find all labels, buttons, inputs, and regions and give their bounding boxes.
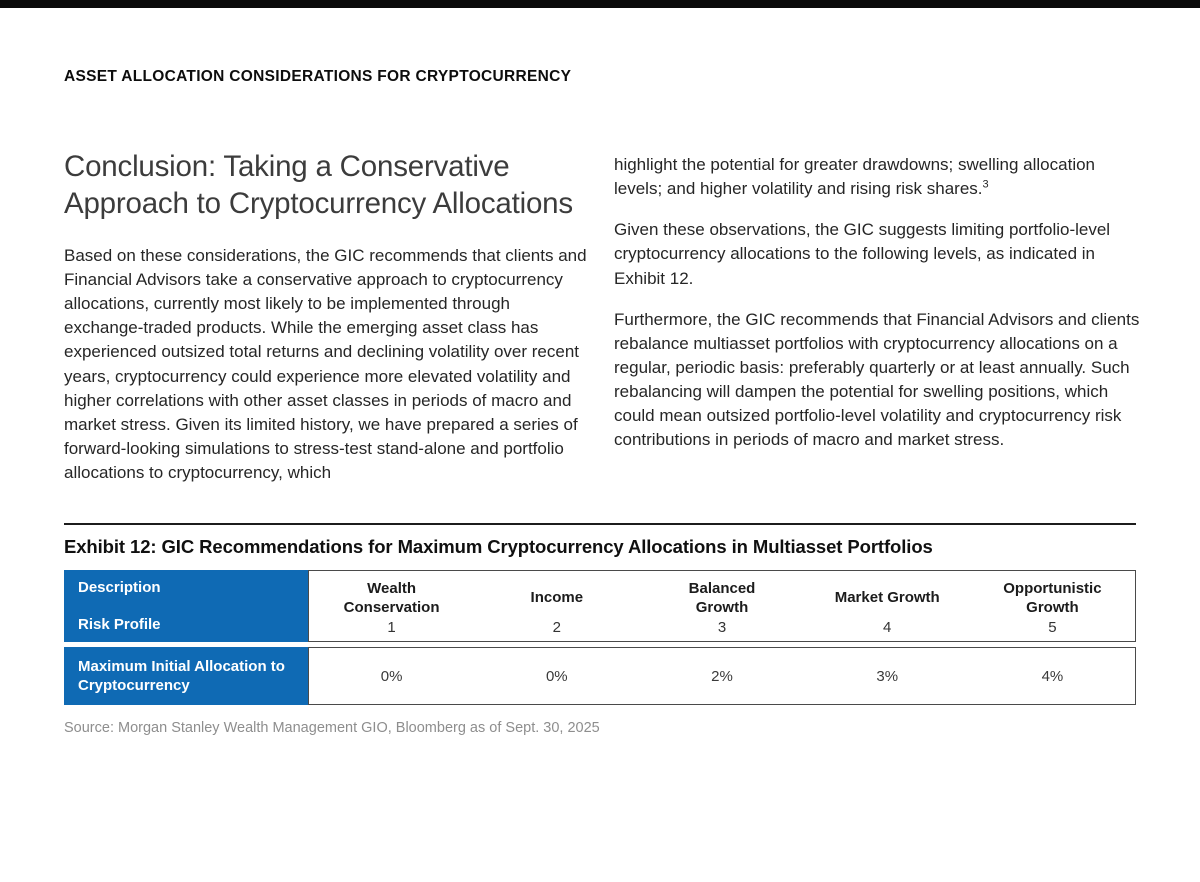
right-column-paragraph-3: Furthermore, the GIC recommends that Fin…	[614, 309, 1140, 450]
exhibit-title: Exhibit 12: GIC Recommendations for Maxi…	[64, 536, 933, 558]
row-label-cell-allocation: Maximum Initial Allocation to Cryptocurr…	[64, 647, 308, 706]
profile-column: Income 2	[474, 571, 639, 641]
profile-column: Wealth Conservation 1	[309, 571, 474, 641]
risk-profile-number: 4	[883, 619, 892, 637]
document-header: ASSET ALLOCATION CONSIDERATIONS FOR CRYP…	[64, 68, 572, 85]
risk-profile-number: 2	[552, 619, 561, 637]
profile-name: Market Growth	[834, 589, 940, 607]
row-label-cell-profiles: Description Risk Profile	[64, 570, 308, 643]
profile-name: Income	[530, 589, 584, 607]
profile-name: Wealth Conservation	[343, 579, 440, 617]
profile-column: Balanced Growth 3	[639, 571, 804, 641]
allocation-values-region: 0% 0% 2% 3% 4%	[308, 647, 1136, 706]
allocation-value: 0%	[545, 667, 568, 685]
left-column-paragraph: Based on these considerations, the GIC r…	[64, 245, 587, 483]
profile-column: Market Growth 4	[805, 571, 970, 641]
page-top-edge-bar	[0, 0, 1200, 8]
risk-profile-number: 1	[387, 619, 396, 637]
allocation-value: 2%	[711, 667, 733, 685]
page-title: Conclusion: Taking a Conservative Approa…	[64, 150, 573, 221]
table-allocation-row: Maximum Initial Allocation to Cryptocurr…	[64, 647, 1136, 706]
right-column-paragraph-1: highlight the potential for greater draw…	[614, 153, 1144, 201]
section-divider	[64, 523, 1136, 526]
profile-columns-region: Wealth Conservation 1 Income 2 Balanced …	[308, 570, 1136, 643]
table-header-row: Description Risk Profile Wealth Conserva…	[64, 570, 1136, 643]
description-row-label: Description	[78, 579, 161, 597]
profile-name: Balanced Growth	[688, 579, 756, 617]
left-column: Conclusion: Taking a Conservative Approa…	[64, 148, 588, 485]
body-columns: Conclusion: Taking a Conservative Approa…	[64, 148, 1139, 485]
right-column: highlight the potential for greater draw…	[614, 148, 1144, 485]
source-note: Source: Morgan Stanley Wealth Management…	[64, 720, 600, 737]
paragraph-text: highlight the potential for greater draw…	[614, 155, 1096, 199]
allocation-value: 3%	[876, 667, 899, 685]
footnote-marker: 3	[982, 178, 989, 191]
profile-name: Opportunistic Growth	[1003, 579, 1102, 617]
risk-profile-number: 3	[717, 619, 727, 637]
allocation-table: Description Risk Profile Wealth Conserva…	[64, 570, 1136, 706]
allocation-value: 4%	[1041, 667, 1064, 685]
profile-column: Opportunistic Growth 5	[970, 571, 1135, 641]
right-column-paragraph-2: Given these observations, the GIC sugges…	[614, 220, 1111, 288]
document-page: ASSET ALLOCATION CONSIDERATIONS FOR CRYP…	[0, 68, 1200, 736]
risk-profile-row-label: Risk Profile	[78, 616, 161, 634]
risk-profile-number: 5	[1048, 619, 1057, 637]
allocation-value: 0%	[380, 667, 403, 685]
